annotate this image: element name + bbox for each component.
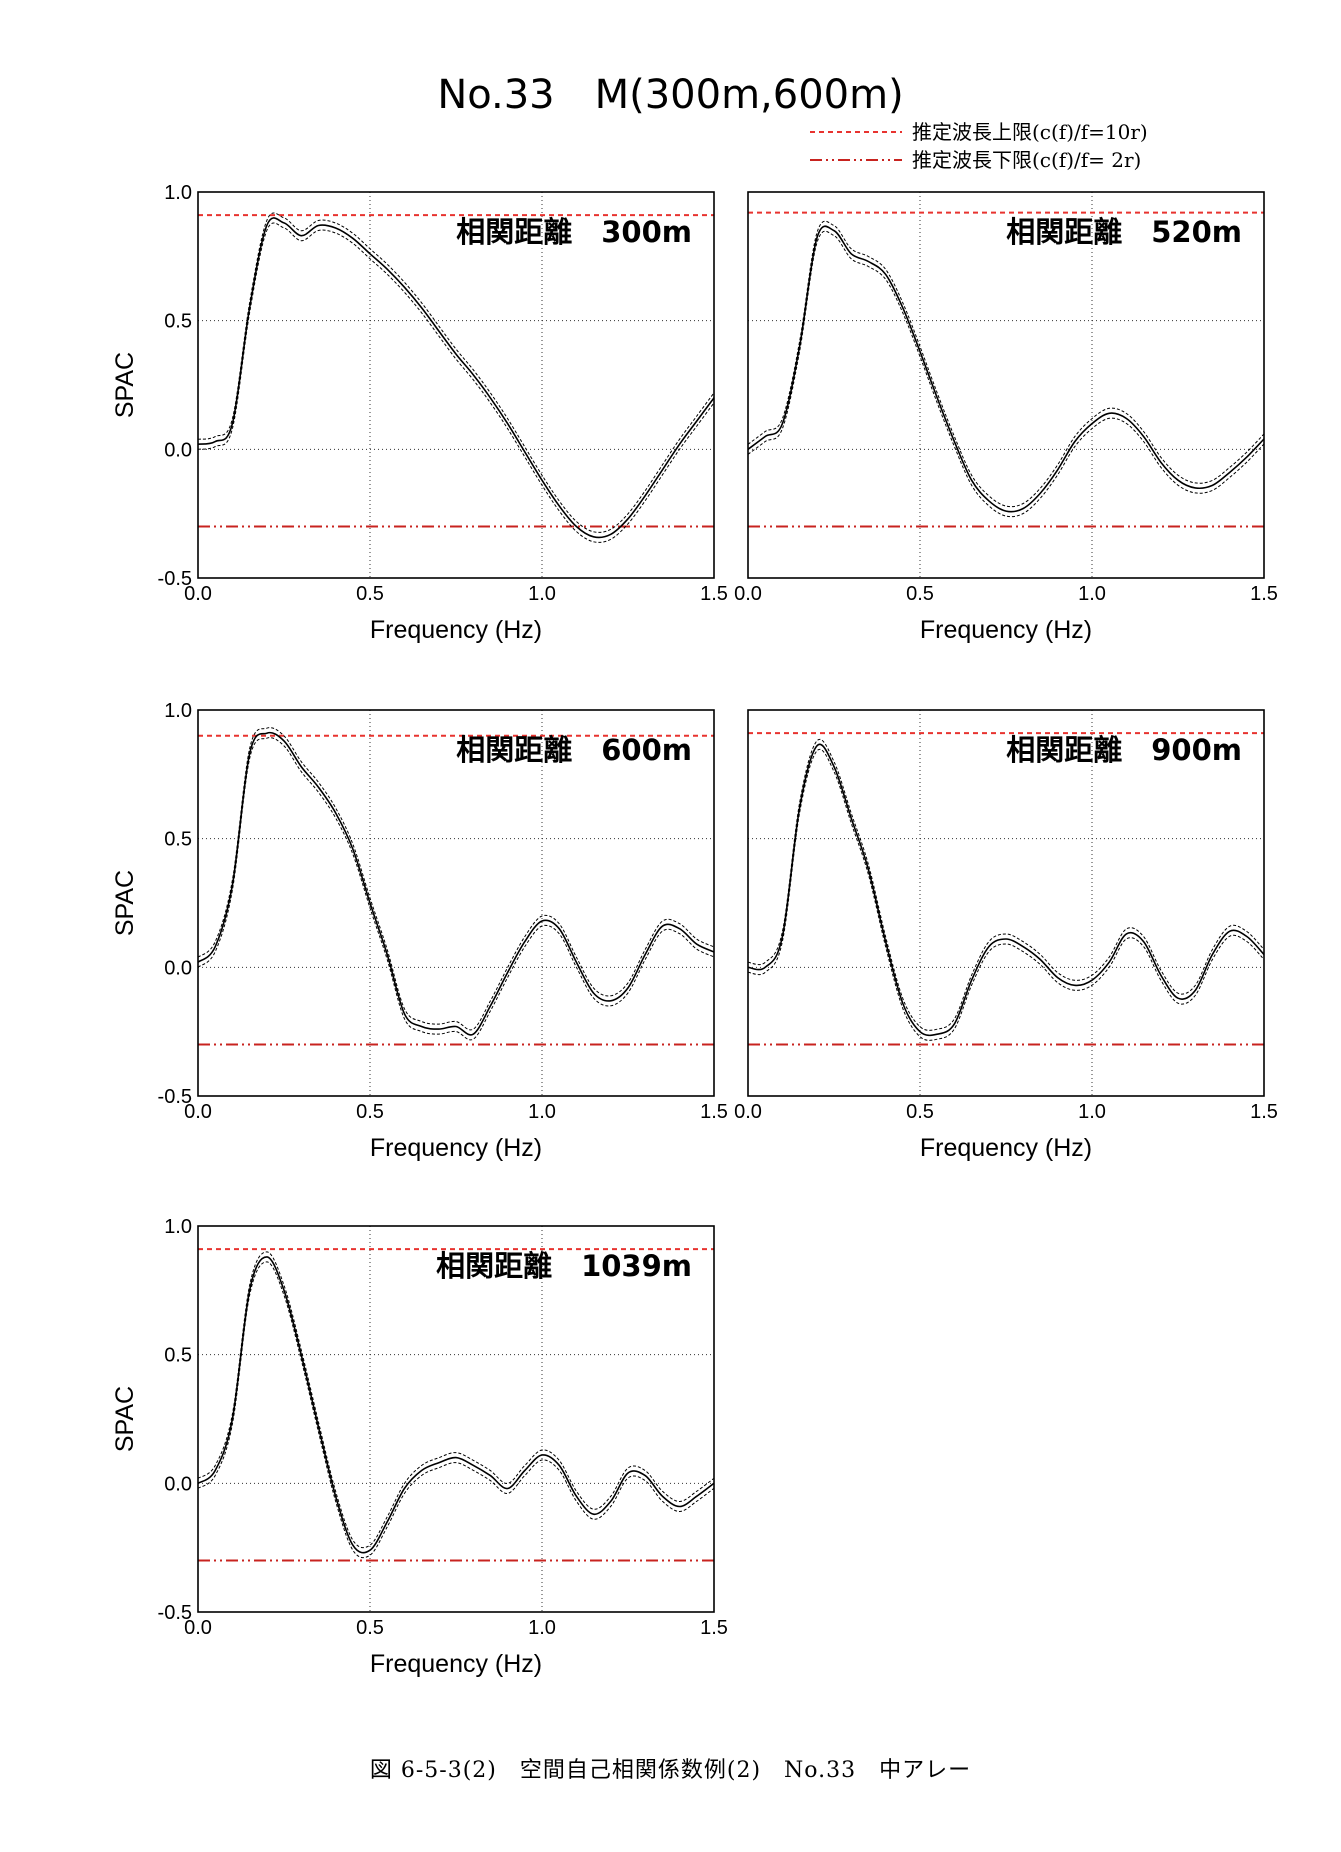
y-tick-label: 1.0 xyxy=(164,1216,192,1238)
series-upper-envelope xyxy=(197,1251,715,1549)
legend-upper-label: 推定波長上限(c(f)/f=10r) xyxy=(912,120,1148,144)
chart-panel-2: 0.0 0.5 1.0 1.5 Frequency (Hz) 相関距離 520m xyxy=(734,191,1278,644)
x-tick-label: 1.5 xyxy=(1250,1101,1278,1123)
series-lower-envelope xyxy=(747,748,1265,1041)
figure-caption: 図 6-5-3(2) 空間自己相関係数例(2) No.33 中アレー xyxy=(369,1758,972,1783)
x-tick-label: 1.0 xyxy=(528,583,556,605)
x-tick-label: 1.0 xyxy=(1078,1101,1106,1123)
x-tick-label: 1.0 xyxy=(528,1101,556,1123)
y-axis-label: SPAC xyxy=(111,352,139,418)
correlation-distance-label: 相関距離 300m xyxy=(456,215,692,249)
series-upper-envelope xyxy=(197,212,715,533)
y-tick-label: 0.0 xyxy=(164,1473,192,1495)
correlation-distance-label: 相関距離 520m xyxy=(1006,215,1242,249)
x-tick-label: 1.0 xyxy=(1078,583,1106,605)
page-title: No.33 M(300m,600m) xyxy=(437,72,904,118)
y-tick-label: -0.5 xyxy=(158,1086,192,1108)
y-tick-label: -0.5 xyxy=(158,1602,192,1624)
series-lower-envelope xyxy=(197,222,715,543)
x-axis-label: Frequency (Hz) xyxy=(920,1134,1092,1162)
series-line xyxy=(197,731,715,1036)
legend-lower-label: 推定波長下限(c(f)/f= 2r) xyxy=(912,148,1142,172)
x-tick-label: 0.0 xyxy=(184,1101,212,1123)
y-axis-label: SPAC xyxy=(111,1386,139,1452)
x-tick-label: 0.0 xyxy=(734,583,762,605)
x-tick-label: 1.5 xyxy=(1250,583,1278,605)
series-line xyxy=(747,225,1265,513)
x-tick-label: 0.5 xyxy=(906,583,934,605)
series-lower-envelope xyxy=(747,230,1265,518)
x-tick-label: 1.0 xyxy=(528,1617,556,1639)
plot-frame xyxy=(747,191,1265,579)
y-tick-label: 0.5 xyxy=(164,829,192,851)
series-lower-envelope xyxy=(197,1261,715,1559)
series-upper-envelope xyxy=(747,738,1265,1031)
x-axis-label: Frequency (Hz) xyxy=(370,1650,542,1678)
correlation-distance-label: 相関距離 600m xyxy=(456,733,692,767)
x-tick-label: 1.5 xyxy=(700,1617,728,1639)
series-line xyxy=(197,217,715,539)
x-tick-label: 0.5 xyxy=(906,1101,934,1123)
y-tick-label: 0.0 xyxy=(164,439,192,461)
x-tick-label: 0.5 xyxy=(356,1101,384,1123)
correlation-distance-label: 相関距離 900m xyxy=(1006,733,1242,767)
legend-dashed-line-icon xyxy=(810,131,902,133)
x-tick-label: 0.0 xyxy=(184,1617,212,1639)
plot-frame xyxy=(197,1225,715,1613)
series-upper-envelope xyxy=(747,220,1265,508)
y-tick-label: -0.5 xyxy=(158,568,192,590)
x-tick-label: 0.5 xyxy=(356,1617,384,1639)
series-upper-envelope xyxy=(197,727,715,1031)
correlation-distance-label: 相関距離 1039m xyxy=(436,1249,692,1283)
x-axis-label: Frequency (Hz) xyxy=(370,616,542,644)
x-tick-label: 1.5 xyxy=(700,1101,728,1123)
x-tick-label: 0.0 xyxy=(184,583,212,605)
y-tick-label: 0.5 xyxy=(164,311,192,333)
plot-frame xyxy=(197,191,715,579)
legend-dashdot-line-icon xyxy=(810,159,902,161)
series-line xyxy=(747,743,1265,1037)
y-tick-label: 1.0 xyxy=(164,182,192,204)
plot-frame xyxy=(747,709,1265,1097)
x-tick-label: 0.0 xyxy=(734,1101,762,1123)
chart-panel-4: 0.0 0.5 1.0 1.5 Frequency (Hz) 相関距離 900m xyxy=(734,709,1278,1162)
y-tick-label: 0.5 xyxy=(164,1345,192,1367)
x-tick-label: 0.5 xyxy=(356,583,384,605)
series-line xyxy=(197,1256,715,1554)
plot-frame xyxy=(197,709,715,1097)
x-axis-label: Frequency (Hz) xyxy=(920,616,1092,644)
y-axis-label: SPAC xyxy=(111,870,139,936)
y-tick-label: 0.0 xyxy=(164,957,192,979)
x-axis-label: Frequency (Hz) xyxy=(370,1134,542,1162)
y-tick-label: 1.0 xyxy=(164,700,192,722)
x-tick-label: 1.5 xyxy=(700,583,728,605)
series-lower-envelope xyxy=(197,737,715,1041)
